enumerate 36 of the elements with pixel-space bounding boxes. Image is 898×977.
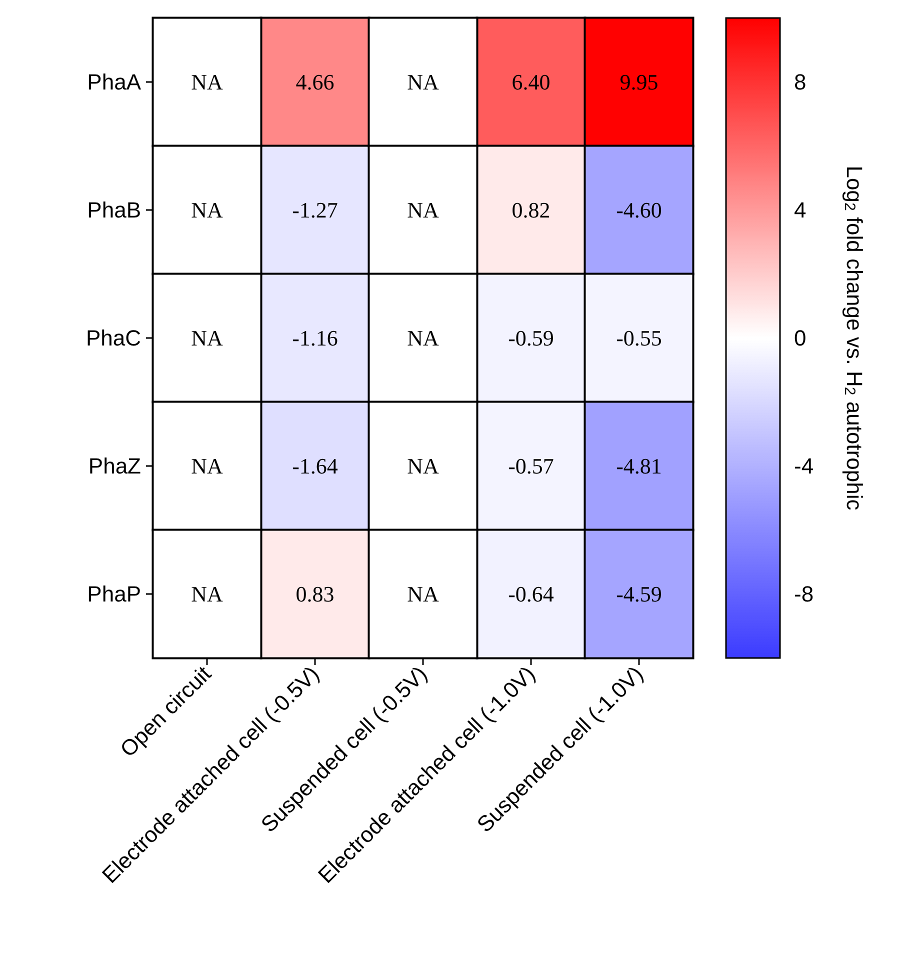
data-label: -4.60	[616, 198, 662, 222]
data-label: 9.95	[620, 70, 658, 94]
text: NA	[191, 326, 223, 350]
color-bar-label: 0	[794, 326, 806, 350]
y-tick-label: PhaB	[87, 198, 141, 222]
data-label: -0.55	[616, 326, 662, 350]
text: NA	[407, 198, 439, 222]
color-bar-label: 8	[794, 70, 806, 94]
data-label: -4.59	[616, 582, 662, 606]
text: NA	[191, 454, 223, 478]
data-label: -4.81	[616, 454, 662, 478]
text: NA	[407, 70, 439, 94]
y-tick-label: PhaP	[87, 582, 141, 606]
text: NA	[191, 70, 223, 94]
data-label: -1.27	[292, 198, 338, 222]
data-label: -0.59	[508, 326, 554, 350]
color-bar-title: Log2 fold change vs. H2 autotrophic	[841, 166, 867, 510]
data-label: 6.40	[512, 70, 550, 94]
text: NA	[407, 582, 439, 606]
text: NA	[191, 582, 223, 606]
color-bar-label: -8	[794, 582, 814, 606]
text: NA	[191, 198, 223, 222]
text: NA	[407, 326, 439, 350]
y-tick-label: PhaZ	[88, 454, 141, 478]
data-label: 0.83	[296, 582, 334, 606]
data-label: -1.64	[292, 454, 338, 478]
data-label: 0.82	[512, 198, 550, 222]
y-tick-label: PhaA	[87, 70, 142, 94]
text: NA	[407, 454, 439, 478]
data-label: -1.16	[292, 326, 338, 350]
color-bar-label: -4	[794, 454, 814, 478]
data-label: -0.64	[508, 582, 554, 606]
data-label: -0.57	[508, 454, 554, 478]
y-tick-label: PhaC	[86, 326, 142, 350]
data-label: 4.66	[296, 70, 334, 94]
color-bar-label: 4	[794, 198, 806, 222]
